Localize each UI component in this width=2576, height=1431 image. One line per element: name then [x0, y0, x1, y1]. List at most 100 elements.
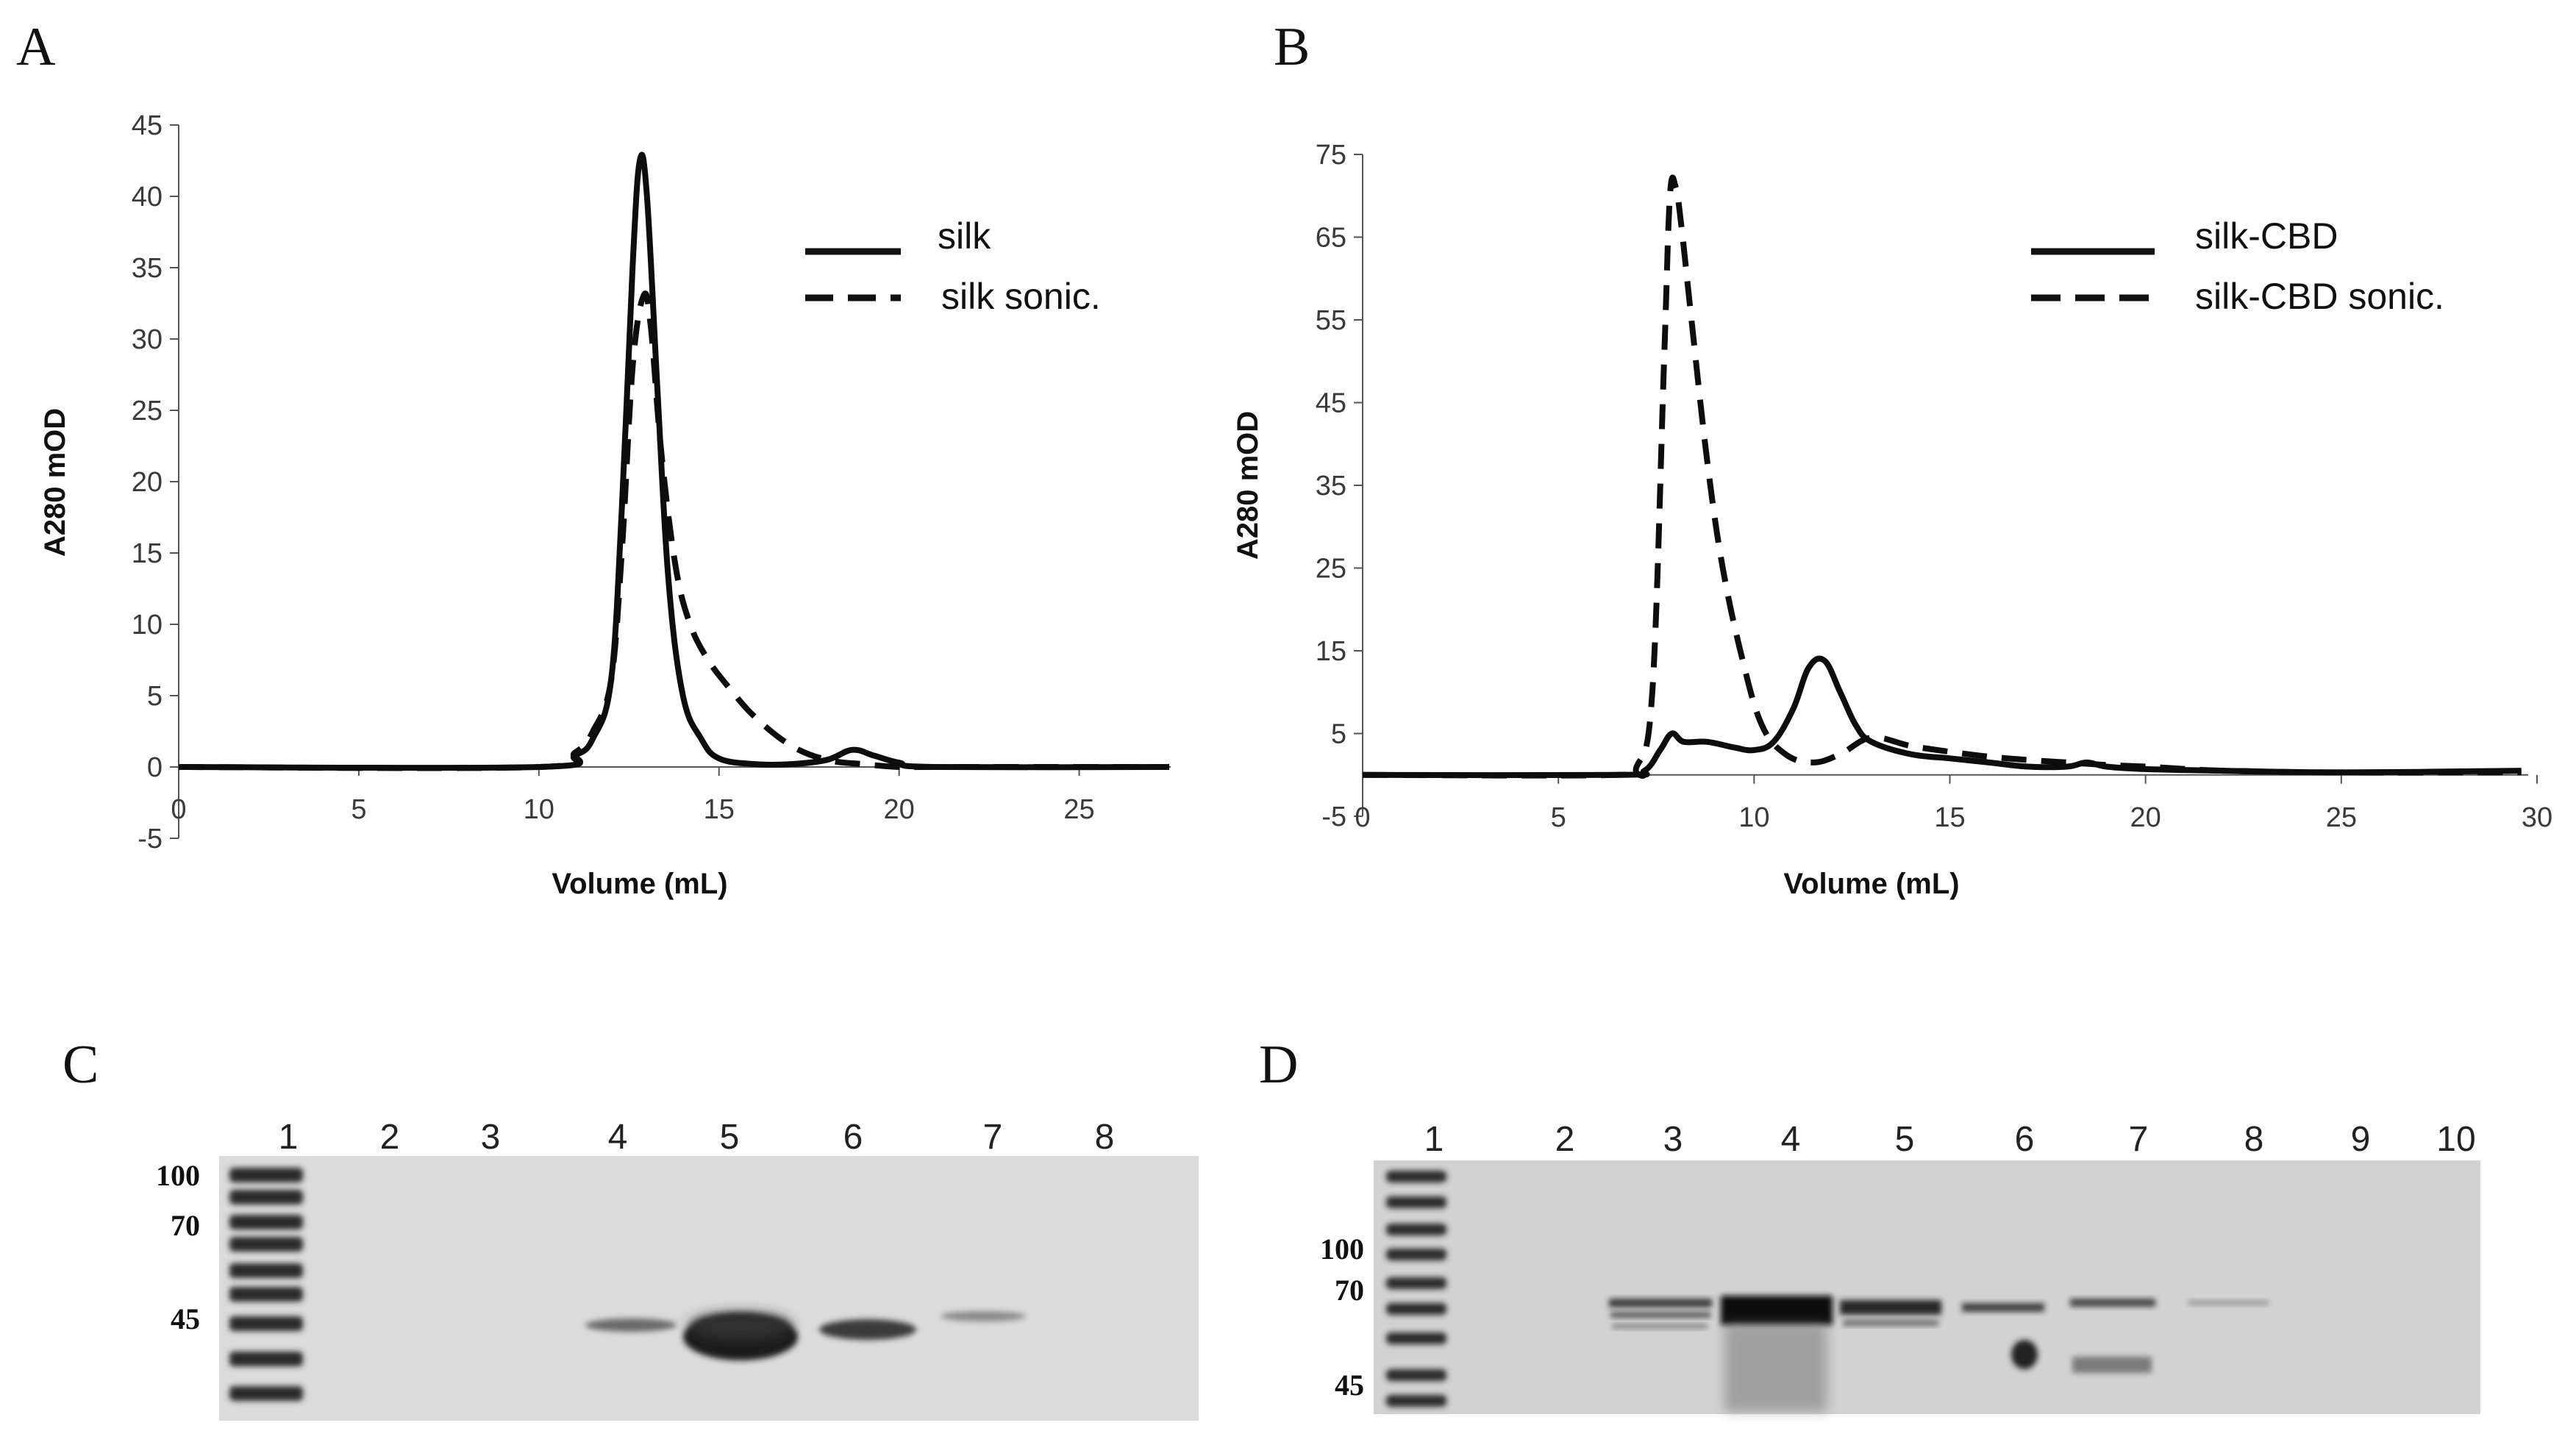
chart-a-x-tick-label: 20	[883, 794, 914, 825]
chart-a-y-tick-label: 30	[132, 324, 163, 355]
gel-c-marker-label: 45	[171, 1302, 200, 1335]
chart-a-y-tick-label: 35	[132, 253, 163, 284]
gel-c-ladder-band	[229, 1316, 303, 1331]
gel-c-lane-label: 3	[481, 1118, 501, 1157]
chart-b-x-tick-label: 20	[2130, 802, 2161, 833]
gel-d-band-lane-8	[2188, 1300, 2269, 1305]
chart-a-series-line-1	[178, 151, 1170, 771]
gel-c-ladder-band	[229, 1386, 303, 1401]
chart-b-series	[1362, 174, 2522, 779]
gel-c-ladder	[229, 1168, 303, 1401]
chart-a-x-axis-title: Volume (mL)	[552, 868, 727, 900]
legend-label-silk-sonic: silk sonic.	[941, 276, 1101, 317]
legend-label-silk-cbd: silk-CBD	[2195, 215, 2338, 257]
chart-b-y-tick-label: 15	[1316, 636, 1346, 667]
chart-a-x-tick-label: 5	[351, 794, 366, 825]
chart-b-x-tick-label: 0	[1355, 802, 1370, 833]
chart-a-y-tick-label: 10	[132, 610, 163, 640]
gel-d-lane-label: 7	[2129, 1120, 2149, 1159]
gel-d-band-lane-5b	[1843, 1320, 1938, 1326]
panel-letter-b: B	[1274, 17, 1310, 77]
gel-d-lane-label: 3	[1663, 1120, 1683, 1159]
gel-c-lane-label: 2	[380, 1118, 400, 1157]
chart-b-x-tick-label: 10	[1738, 802, 1769, 833]
gel-d-band-lane-5	[1840, 1300, 1941, 1315]
chart-a-y-tick-label: -5	[138, 824, 163, 854]
gel-c-lane-label: 5	[720, 1118, 740, 1157]
panel-letter-d: D	[1259, 1035, 1298, 1095]
chart-a-x-tick-label: 15	[704, 794, 735, 825]
chart-a-y-tick-label: 25	[132, 396, 163, 427]
chart-b-legend: silk-CBD silk-CBD sonic.	[2031, 215, 2444, 317]
chart-b-x-tick-label: 5	[1551, 802, 1566, 833]
chart-b-axes	[1354, 154, 2538, 817]
chart-b-y-axis-title: A280 mOD	[1232, 411, 1264, 560]
gel-d-ladder-band	[1386, 1171, 1446, 1182]
gel-c-band-lane-4	[585, 1318, 677, 1332]
chart-b-series-line-2	[1362, 174, 2522, 779]
gel-d-band-lane-6	[1962, 1303, 2044, 1312]
chart-a: -5 0 5 10 15 20 25 30 35 40 45 0 5 10 15 20 25 Volume (m…	[39, 110, 1171, 900]
chart-b-y-tick-label: 75	[1316, 140, 1346, 171]
gel-d-lane-label: 2	[1555, 1120, 1575, 1159]
chart-b-y-tick-label: 5	[1331, 719, 1346, 750]
gel-d-band-lane-4	[1721, 1296, 1833, 1325]
gel-d-lane-label: 6	[2015, 1120, 2035, 1159]
gel-d-lane-label: 8	[2244, 1120, 2264, 1159]
chart-a-y-tick-label: 0	[147, 752, 163, 783]
gel-c-lane-label: 4	[608, 1118, 628, 1157]
gel-c-ladder-band	[229, 1168, 303, 1182]
gel-c-lane-label: 7	[983, 1118, 1003, 1157]
chart-a-series-line-2	[178, 290, 1169, 771]
gel-d-ladder-band	[1386, 1224, 1446, 1235]
chart-b-x-tick-label: 30	[2522, 802, 2552, 833]
gel-d-ladder-band	[1386, 1249, 1446, 1260]
gel-d-lane-labels: 1 2 3 4 5 6 7 8 9 10	[1424, 1120, 2476, 1159]
gel-d-lane-label: 5	[1895, 1120, 1915, 1159]
gel-c-band-lane-7	[941, 1311, 1026, 1321]
gel-c-lane-label: 8	[1095, 1118, 1115, 1157]
chart-b-y-tick-label: 45	[1316, 388, 1346, 419]
gel-d-ladder-band	[1386, 1395, 1446, 1407]
chart-a-y-tick-label: 45	[132, 110, 163, 141]
gel-d-band-lane-7-low	[2072, 1357, 2152, 1373]
gel-d-smear-lane-4	[1724, 1324, 1827, 1412]
chart-a-legend: silk silk sonic.	[805, 215, 1101, 317]
gel-d-ladder-band	[1386, 1332, 1446, 1344]
chart-b-y-tick-label: 35	[1316, 471, 1346, 502]
legend-label-silk: silk	[938, 215, 991, 257]
gel-d-marker-label: 70	[1335, 1274, 1364, 1307]
chart-a-x-tick-label: 0	[171, 794, 186, 825]
gel-d-bands	[1609, 1296, 2269, 1412]
gel-c-ladder-band	[229, 1237, 303, 1252]
gel-c-lane-label: 1	[279, 1118, 299, 1157]
chart-a-series	[178, 151, 1170, 771]
gel-d-ladder-band	[1386, 1196, 1446, 1208]
gel-d-lane-label: 9	[2351, 1120, 2371, 1159]
gel-c-sheen	[219, 1156, 1199, 1421]
panel-letter-a: A	[16, 17, 55, 77]
gel-d-band-lane-3b	[1610, 1312, 1710, 1318]
chart-b-y-tick-label: 25	[1316, 554, 1346, 585]
gel-d-ladder-band	[1386, 1369, 1446, 1381]
chart-a-y-tick-label: 20	[132, 467, 163, 498]
chart-a-axes	[170, 124, 1171, 839]
chart-b-series-line-1	[1362, 655, 2522, 779]
gel-c-ladder-band	[229, 1263, 303, 1278]
gel-d-marker-labels: 100 70 45	[1320, 1232, 1364, 1402]
chart-a-tick-labels: -5 0 5 10 15 20 25 30 35 40 45 0 5 10 15 20 25	[132, 110, 1095, 854]
gel-d-ladder	[1386, 1171, 1446, 1407]
chart-b-x-tick-label: 25	[2326, 802, 2357, 833]
gel-c-band-lane-5-halo	[689, 1313, 792, 1339]
chart-a-y-tick-label: 5	[147, 681, 163, 712]
gel-d-lane-label: 1	[1424, 1120, 1444, 1159]
gel-d-ladder-band	[1386, 1303, 1446, 1315]
legend-label-silk-cbd-sonic: silk-CBD sonic.	[2195, 276, 2444, 317]
chart-a-y-axis-title: A280 mOD	[39, 408, 71, 557]
gel-d-band-lane-7	[2070, 1299, 2155, 1307]
gel-c-band-lane-6	[819, 1319, 916, 1340]
gel-d-lane-label: 4	[1781, 1120, 1801, 1159]
